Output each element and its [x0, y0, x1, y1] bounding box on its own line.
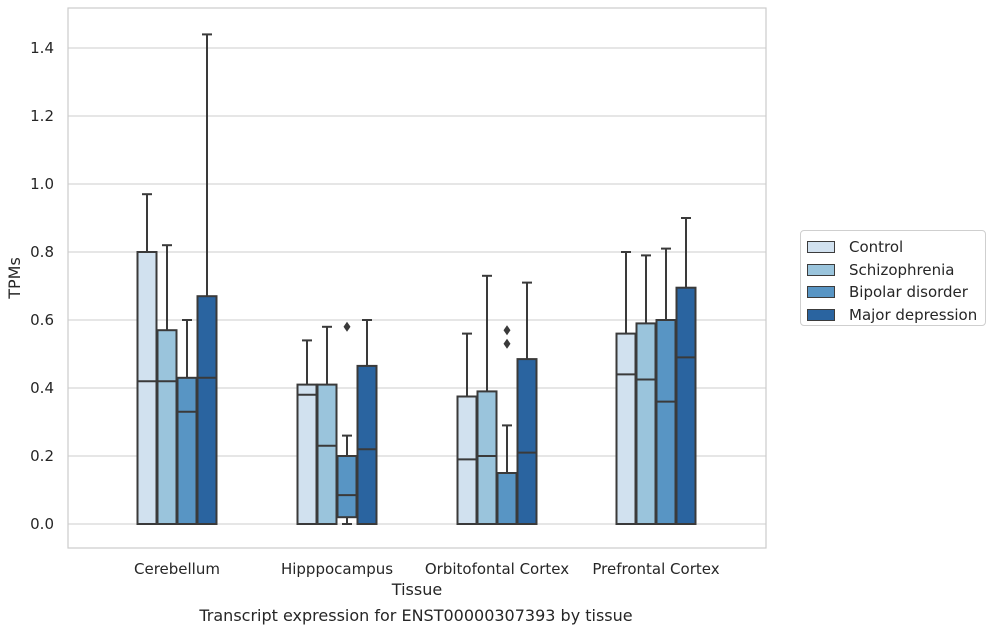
y-tick-label: 1.0 — [30, 175, 54, 193]
box-iqr — [196, 295, 218, 526]
box-iqr — [296, 383, 318, 525]
outlier-point — [343, 321, 351, 332]
box-iqr — [476, 390, 498, 525]
y-tick-label: 1.4 — [30, 39, 54, 57]
legend-label: Bipolar disorder — [849, 283, 968, 302]
legend-item-schizophrenia: Schizophrenia — [807, 259, 979, 282]
chart-caption: Transcript expression for ENST0000030739… — [199, 606, 633, 625]
box-iqr — [635, 322, 657, 525]
y-axis-label: TPMs — [5, 257, 24, 300]
box-iqr — [356, 364, 378, 525]
box-iqr — [496, 472, 518, 525]
x-tick-label: Orbitofontal Cortex — [425, 560, 569, 578]
legend-swatch — [807, 263, 835, 276]
y-tick-label: 0.4 — [30, 379, 54, 397]
box-iqr — [156, 329, 178, 526]
y-tick-label: 0.6 — [30, 311, 54, 329]
legend-swatch — [807, 308, 835, 321]
y-tick-label: 0.0 — [30, 515, 54, 533]
box-iqr — [516, 358, 538, 525]
box-iqr — [176, 376, 198, 525]
legend-item-control: Control — [807, 236, 979, 259]
x-tick-label: Hipppocampus — [281, 560, 393, 578]
legend-item-major-depression: Major depression — [807, 304, 979, 327]
legend-swatch — [807, 241, 835, 254]
boxes — [136, 33, 697, 526]
box-iqr — [136, 251, 158, 525]
y-tick-label: 0.8 — [30, 243, 54, 261]
box-iqr — [615, 332, 637, 525]
x-tick-labels: Cerebellum Hipppocampus Orbitofontal Corte… — [134, 560, 720, 578]
plot-area-frame — [67, 7, 767, 549]
legend-swatch — [807, 286, 835, 299]
chart-legend: Control Schizophrenia Bipolar disorder M… — [800, 230, 986, 326]
outlier-point — [503, 338, 511, 349]
legend-item-bipolar-disorder: Bipolar disorder — [807, 281, 979, 304]
box-iqr — [675, 286, 697, 526]
box-iqr — [316, 383, 338, 525]
legend-label: Control — [849, 238, 904, 257]
y-tick-label: 0.2 — [30, 447, 54, 465]
box-iqr — [655, 319, 677, 525]
legend-label: Major depression — [849, 305, 978, 324]
x-axis-label: Tissue — [391, 580, 442, 599]
x-tick-label: Prefrontal Cortex — [592, 560, 719, 578]
x-tick-label: Cerebellum — [134, 560, 220, 578]
outlier-point — [503, 325, 511, 336]
legend-label: Schizophrenia — [849, 260, 955, 279]
y-tick-labels: 0.0 0.2 0.4 0.6 0.8 1.0 1.2 1.4 — [30, 39, 54, 533]
box-iqr — [336, 455, 358, 519]
y-tick-label: 1.2 — [30, 107, 54, 125]
